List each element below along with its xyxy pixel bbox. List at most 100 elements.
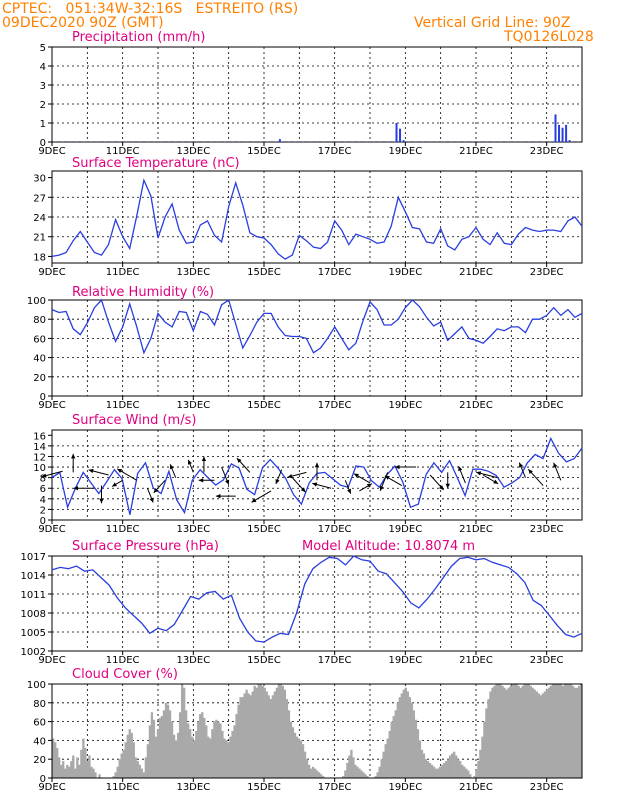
cloud-bar bbox=[402, 689, 405, 778]
cloud-bar bbox=[277, 684, 281, 778]
cloud-bar bbox=[231, 731, 234, 778]
cloud-bar bbox=[211, 729, 214, 778]
cloud-bar bbox=[164, 702, 168, 778]
wind-arrow-head bbox=[395, 464, 400, 470]
y-tick-label: 100 bbox=[27, 296, 46, 307]
cloud-bar bbox=[255, 687, 258, 778]
wind-arrow-head bbox=[251, 498, 257, 503]
x-tick-label: 15DEC bbox=[247, 400, 281, 411]
wind-arrow-head bbox=[379, 485, 384, 491]
cloud-bar bbox=[563, 684, 567, 778]
cloud-bar bbox=[539, 695, 542, 778]
x-tick-label: 13DEC bbox=[176, 655, 210, 666]
precip-bar bbox=[399, 128, 402, 142]
cloud-bar bbox=[124, 742, 127, 778]
cloud-bar bbox=[320, 774, 323, 778]
cloud-bar bbox=[112, 776, 115, 778]
y-tick-label: 20 bbox=[33, 755, 46, 766]
cloud-bar bbox=[201, 712, 204, 778]
cloud-bar bbox=[58, 757, 61, 778]
cloud-bar bbox=[446, 759, 450, 778]
x-tick-label: 11DEC bbox=[106, 524, 140, 535]
cloud-bar bbox=[223, 738, 226, 778]
cloud-bar bbox=[432, 766, 436, 778]
panel-frame bbox=[51, 555, 583, 652]
cloud-bar bbox=[418, 740, 422, 778]
cloud-bar bbox=[52, 738, 55, 778]
cloud-bar bbox=[217, 721, 220, 778]
y-tick-label: 1008 bbox=[21, 609, 46, 620]
cloud-bar bbox=[479, 749, 482, 778]
cloud-bar bbox=[225, 740, 228, 778]
x-tick-label: 17DEC bbox=[318, 782, 352, 793]
y-tick-label: 0 bbox=[40, 516, 46, 527]
cloud-bar bbox=[483, 721, 486, 778]
cloud-bar bbox=[424, 759, 428, 778]
y-tick-label: 80 bbox=[33, 315, 46, 326]
x-tick-label: 23DEC bbox=[530, 524, 564, 535]
y-tick-label: 0 bbox=[40, 138, 46, 149]
cloud-bar bbox=[239, 697, 242, 778]
cloud-bar bbox=[60, 764, 63, 778]
wind-arrow-head bbox=[287, 474, 293, 479]
cloud-bar bbox=[561, 685, 565, 778]
cloud-bar bbox=[567, 684, 571, 778]
cloud-bar bbox=[84, 747, 87, 778]
cloud-bar bbox=[344, 770, 347, 778]
wind-arrow-head bbox=[519, 462, 524, 468]
y-tick-label: 14 bbox=[33, 442, 46, 453]
cloud-bar bbox=[342, 776, 345, 778]
y-tick-label: 16 bbox=[33, 431, 46, 442]
cloud-bar bbox=[185, 710, 188, 778]
cloud-bar bbox=[205, 725, 208, 778]
cloud-bar bbox=[463, 766, 466, 778]
cloud-bar bbox=[451, 753, 454, 778]
cloud-bar bbox=[154, 736, 158, 778]
y-tick-label: 20 bbox=[33, 373, 46, 384]
panel-4 bbox=[48, 555, 583, 655]
cloud-bar bbox=[547, 687, 551, 778]
cloud-bar bbox=[56, 747, 59, 778]
cloud-bar bbox=[158, 717, 162, 778]
cloud-bar bbox=[495, 684, 498, 778]
cloud-bar bbox=[493, 685, 496, 778]
wind-arrow-head bbox=[275, 478, 280, 484]
cloud-bar bbox=[362, 772, 365, 778]
cloud-bar bbox=[189, 729, 192, 778]
cloud-bar bbox=[412, 710, 416, 778]
cloud-bar bbox=[90, 766, 93, 778]
cloud-bar bbox=[313, 768, 317, 778]
x-tick-label: 17DEC bbox=[318, 524, 352, 535]
wind-arrow-head bbox=[553, 462, 558, 468]
y-tick-label: 10 bbox=[33, 463, 46, 474]
precip-bar bbox=[395, 123, 398, 142]
x-tick-label: 23DEC bbox=[530, 267, 564, 278]
cloud-bar bbox=[453, 751, 456, 778]
cloud-bar bbox=[259, 684, 262, 778]
y-tick-label: 1 bbox=[40, 119, 46, 130]
cloud-bar bbox=[166, 704, 170, 778]
cloud-bar bbox=[513, 684, 516, 778]
cloud-bar bbox=[215, 719, 218, 778]
wind-arrow-head bbox=[117, 468, 123, 474]
cloud-bar bbox=[555, 684, 559, 778]
cloud-bar bbox=[386, 738, 389, 778]
x-tick-label: 9DEC bbox=[38, 782, 65, 793]
y-tick-label: 100 bbox=[27, 680, 46, 691]
cloud-bar bbox=[315, 770, 319, 778]
y-tick-label: 40 bbox=[33, 354, 46, 365]
y-tick-label: 60 bbox=[33, 718, 46, 729]
cloud-bar bbox=[444, 761, 448, 778]
header-vgrid: Vertical Grid Line: 90Z bbox=[414, 15, 571, 31]
cloud-bar bbox=[243, 693, 246, 778]
cloud-bar bbox=[322, 776, 325, 778]
cloud-bar bbox=[404, 687, 407, 778]
y-tick-label: 21 bbox=[33, 233, 46, 244]
x-tick-label: 19DEC bbox=[388, 655, 422, 666]
cloud-bar bbox=[289, 721, 293, 778]
cloud-bar bbox=[525, 684, 528, 778]
cloud-bar bbox=[168, 710, 172, 778]
cloud-bar bbox=[269, 699, 272, 778]
cloud-bar bbox=[265, 691, 268, 778]
